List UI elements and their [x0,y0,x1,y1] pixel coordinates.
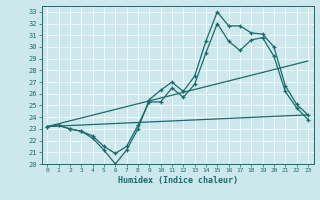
X-axis label: Humidex (Indice chaleur): Humidex (Indice chaleur) [118,176,237,185]
